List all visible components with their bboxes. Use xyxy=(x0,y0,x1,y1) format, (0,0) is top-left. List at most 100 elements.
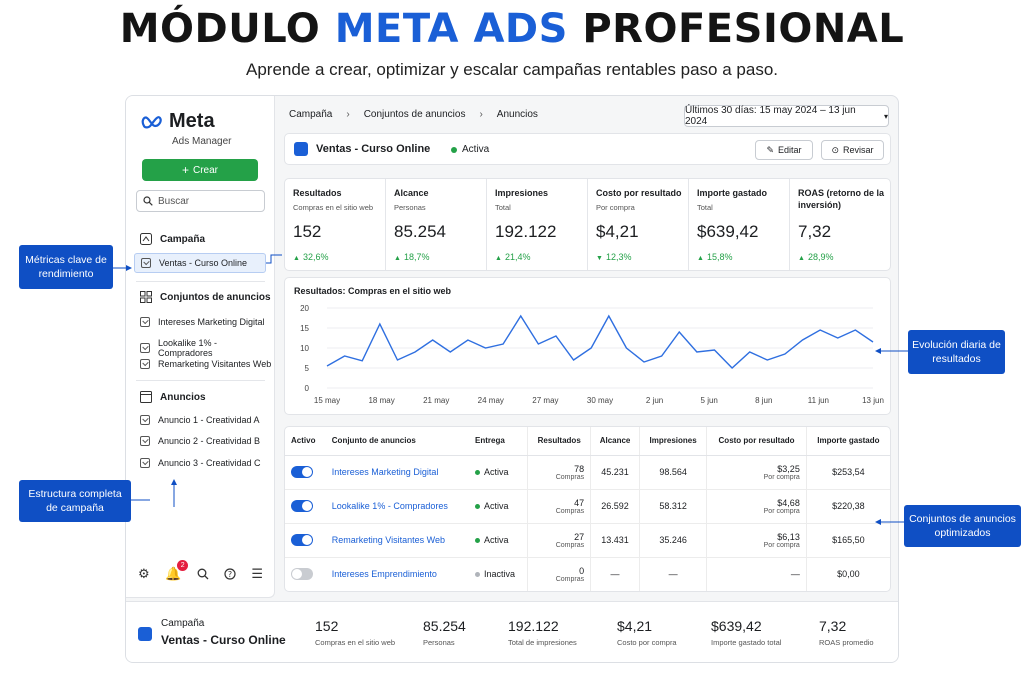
column-header[interactable]: Importe gastado xyxy=(805,427,890,456)
breadcrumb-adsets[interactable]: Conjuntos de anuncios xyxy=(363,109,466,120)
column-header[interactable]: Entrega xyxy=(469,427,528,456)
active-toggle[interactable] xyxy=(291,568,313,580)
check-box-icon xyxy=(140,343,150,353)
sidebar-item-adset[interactable]: Remarketing Visitantes Web xyxy=(140,359,271,369)
pencil-icon: ✎ xyxy=(766,144,775,155)
results-sub: Compras xyxy=(555,541,585,549)
hero-title-part2: PROFESIONAL xyxy=(582,6,905,52)
sidebar-item-campaign[interactable]: Ventas - Curso Online xyxy=(134,253,266,273)
sidebar-item-ad[interactable]: Anuncio 2 - Creatividad B xyxy=(140,436,260,446)
sidebar-item-adset[interactable]: Intereses Marketing Digital xyxy=(140,317,265,327)
bell-icon[interactable]: 🔔 2 xyxy=(165,560,189,582)
metric-card: Costo por resultado Por compra $4,21 ▼ 12,3% xyxy=(588,179,689,270)
summary-value: $639,42 xyxy=(711,618,762,634)
table-row[interactable]: Intereses Marketing Digital Activa 78 Compr… xyxy=(285,455,890,490)
edit-label: Editar xyxy=(778,145,802,155)
active-toggle[interactable] xyxy=(291,500,313,512)
sidebar-item-adset[interactable]: Lookalike 1% - Compradores xyxy=(140,338,274,358)
summary-item: 152 Compras en el sitio web xyxy=(315,618,395,647)
summary-value: 192.122 xyxy=(508,618,559,634)
menu-icon[interactable]: ☰ xyxy=(251,566,263,581)
metric-delta-value: 12,3% xyxy=(605,252,632,262)
metric-delta-value: 32,6% xyxy=(302,252,329,262)
triangle-up-icon: ▲ xyxy=(293,255,300,262)
column-header[interactable]: Impresiones xyxy=(638,427,707,456)
triangle-up-icon: ▲ xyxy=(697,255,704,262)
create-button[interactable]: + Crear xyxy=(142,159,258,181)
adset-name-link[interactable]: Intereses Emprendimiento xyxy=(331,569,437,579)
gear-icon[interactable]: ⚙ xyxy=(138,566,150,581)
sidebar-item-label: Anuncio 2 - Creatividad B xyxy=(158,436,261,446)
metric-value: 7,32 xyxy=(798,222,832,241)
metric-delta-value: 28,9% xyxy=(807,252,834,262)
metric-sub: Total xyxy=(495,203,511,212)
adsets-table: Activo Conjunto de anuncios Entrega Resulta… xyxy=(285,427,890,591)
campaign-summary-bar: Campaña Ventas - Curso Online 152 Compras… xyxy=(126,601,898,662)
x-tick-label: 24 may xyxy=(478,396,504,405)
active-toggle[interactable] xyxy=(291,466,313,478)
metric-delta: ▲ 32,6% xyxy=(293,252,328,262)
metric-label: Importe gastado xyxy=(697,188,768,198)
metric-sub: Personas xyxy=(394,203,426,212)
cpr-sub: Por compra xyxy=(763,541,800,549)
triangle-up-icon: ▲ xyxy=(495,255,502,262)
divider xyxy=(136,281,265,282)
metric-sub: Por compra xyxy=(596,203,635,212)
adsets-section-label: Conjuntos de anuncios xyxy=(160,291,271,303)
sidebar-item-label: Intereses Marketing Digital xyxy=(158,317,265,327)
breadcrumb-ads[interactable]: Anuncios xyxy=(496,109,538,120)
y-tick-label: 20 xyxy=(300,304,309,313)
results-sub: Compras xyxy=(555,473,585,481)
adsets-table-card: Activo Conjunto de anuncios Entrega Resulta… xyxy=(284,426,891,592)
summary-label: Campaña xyxy=(161,618,205,629)
campaign-name: Ventas - Curso Online xyxy=(316,143,431,155)
status-dot xyxy=(475,503,481,509)
campaign-icon xyxy=(140,233,152,245)
triangle-down-icon: ▼ xyxy=(596,255,603,262)
y-tick-label: 10 xyxy=(300,344,309,353)
review-button[interactable]: ⊙ Revisar xyxy=(821,140,884,160)
date-range-select[interactable]: Últimos 30 días: 15 may 2024 – 13 jun 20… xyxy=(684,105,889,127)
adset-name-link[interactable]: Intereses Marketing Digital xyxy=(331,467,439,477)
x-tick-label: 5 jun xyxy=(701,396,718,405)
metric-card: ROAS (retorno de la inversión) 7,32 ▲ 28,9% xyxy=(790,179,890,270)
metric-delta-value: 18,7% xyxy=(403,252,430,262)
x-tick-label: 11 jun xyxy=(808,396,829,405)
column-header[interactable]: Alcance xyxy=(590,427,640,456)
table-row[interactable]: Lookalike 1% - Compradores Activa 47 Compra… xyxy=(285,489,890,524)
help-icon[interactable]: ? xyxy=(224,568,236,580)
metric-label: ROAS (retorno de la inversión) xyxy=(798,188,885,210)
edit-button[interactable]: ✎ Editar xyxy=(755,140,813,160)
table-row[interactable]: Remarketing Visitantes Web Activa 27 Compra… xyxy=(285,523,890,558)
y-tick-label: 15 xyxy=(300,324,309,333)
column-header[interactable]: Activo xyxy=(285,427,326,456)
table-row[interactable]: Intereses Emprendimiento Inactiva 0 Compras… xyxy=(285,557,890,591)
column-header[interactable]: Costo por resultado xyxy=(706,427,807,456)
summary-value: 152 xyxy=(315,618,339,634)
cpr-value: $6,13 xyxy=(777,531,800,542)
callout-structure: Estructura completa de campaña xyxy=(19,480,131,522)
column-header[interactable]: Conjunto de anuncios xyxy=(325,427,470,456)
search-icon[interactable] xyxy=(197,568,209,580)
column-header[interactable]: Resultados xyxy=(527,427,591,456)
spent-value: $253,54 xyxy=(805,455,890,490)
adset-name-link[interactable]: Remarketing Visitantes Web xyxy=(331,535,446,545)
adset-name-link[interactable]: Lookalike 1% - Compradores xyxy=(331,501,448,511)
metric-label: Alcance xyxy=(394,188,429,198)
ad-icon xyxy=(140,391,152,403)
metric-value: 192.122 xyxy=(495,222,557,241)
summary-label: Total de impresiones xyxy=(508,638,577,647)
cpr-sub: Por compra xyxy=(763,507,800,515)
metric-delta: ▲ 18,7% xyxy=(394,252,429,262)
hero-title: MÓDULO META ADS PROFESIONAL xyxy=(0,6,1024,52)
breadcrumb-campaign[interactable]: Campaña xyxy=(289,109,333,120)
sidebar-item-ad[interactable]: Anuncio 1 - Creatividad A xyxy=(140,415,260,425)
chevron-down-icon: ▾ xyxy=(883,111,888,121)
active-toggle[interactable] xyxy=(291,534,313,546)
sidebar-item-ad[interactable]: Anuncio 3 - Creatividad C xyxy=(140,458,261,468)
table-header-row: Activo Conjunto de anuncios Entrega Resulta… xyxy=(285,427,890,456)
search-input[interactable]: Buscar xyxy=(136,190,265,212)
metric-sub: Compras en el sitio web xyxy=(293,203,374,212)
callout-metrics: Métricas clave de rendimiento xyxy=(19,245,113,289)
summary-value: 7,32 xyxy=(819,618,847,634)
